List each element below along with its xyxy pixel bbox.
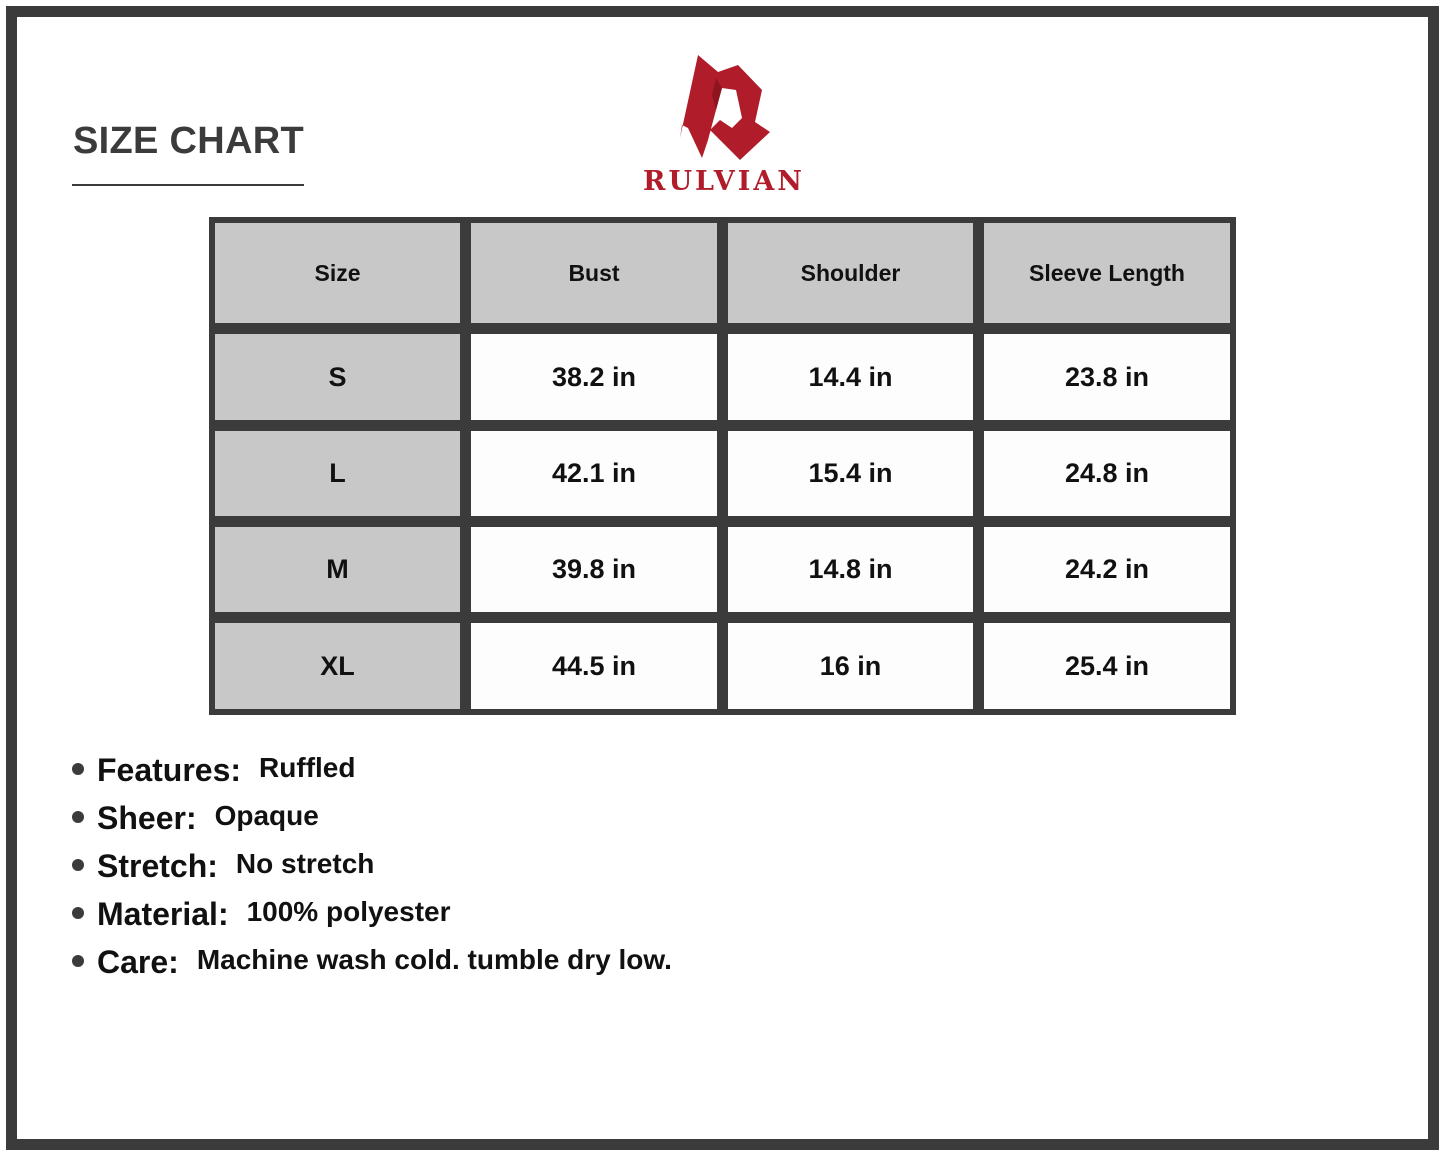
bullet-icon [72, 859, 84, 871]
row-size: S [215, 334, 460, 420]
feature-label: Care: [97, 944, 179, 980]
bullet-icon [72, 811, 84, 823]
row-sleeve: 24.8 in [984, 431, 1230, 516]
feature-label: Stretch: [97, 848, 218, 884]
row-size: XL [215, 623, 460, 709]
page-title: SIZE CHART [73, 120, 304, 162]
feature-label: Material: [97, 896, 229, 932]
row-size: M [215, 527, 460, 612]
feature-item: Features: Ruffled [72, 752, 672, 800]
row-bust: 44.5 in [471, 623, 717, 709]
row-sleeve: 25.4 in [984, 623, 1230, 709]
bullet-icon [72, 763, 84, 775]
row-shoulder: 14.4 in [728, 334, 973, 420]
header-shoulder: Shoulder [728, 223, 973, 323]
bullet-icon [72, 907, 84, 919]
feature-label: Features: [97, 752, 242, 788]
brand-name: RULVIAN [643, 166, 805, 197]
row-sleeve: 24.2 in [984, 527, 1230, 612]
header-sleeve-length: Sleeve Length [984, 223, 1230, 323]
feature-item: Care: Machine wash cold. tumble dry low. [72, 944, 672, 992]
feature-value: Opaque [214, 800, 319, 831]
row-shoulder: 16 in [728, 623, 973, 709]
row-shoulder: 15.4 in [728, 431, 973, 516]
feature-value: 100% polyester [246, 896, 451, 927]
header-bust: Bust [471, 223, 717, 323]
header-size: Size [215, 223, 460, 323]
feature-value: Ruffled [259, 752, 356, 783]
row-bust: 39.8 in [471, 527, 717, 612]
brand-logo-icon [680, 55, 770, 160]
feature-value: No stretch [235, 848, 375, 879]
feature-value: Machine wash cold. tumble dry low. [196, 944, 672, 975]
row-bust: 38.2 in [471, 334, 717, 420]
feature-item: Material: 100% polyester [72, 896, 672, 944]
row-sleeve: 23.8 in [984, 334, 1230, 420]
row-size: L [215, 431, 460, 516]
bullet-icon [72, 955, 84, 967]
feature-label: Sheer: [97, 800, 197, 836]
feature-item: Sheer: Opaque [72, 800, 672, 848]
feature-list: Features: Ruffled Sheer: Opaque Stretch:… [72, 752, 672, 992]
row-shoulder: 14.8 in [728, 527, 973, 612]
row-bust: 42.1 in [471, 431, 717, 516]
title-underline [72, 184, 304, 186]
feature-item: Stretch: No stretch [72, 848, 672, 896]
size-table: Size Bust Shoulder Sleeve Length S 38.2 … [209, 217, 1236, 715]
